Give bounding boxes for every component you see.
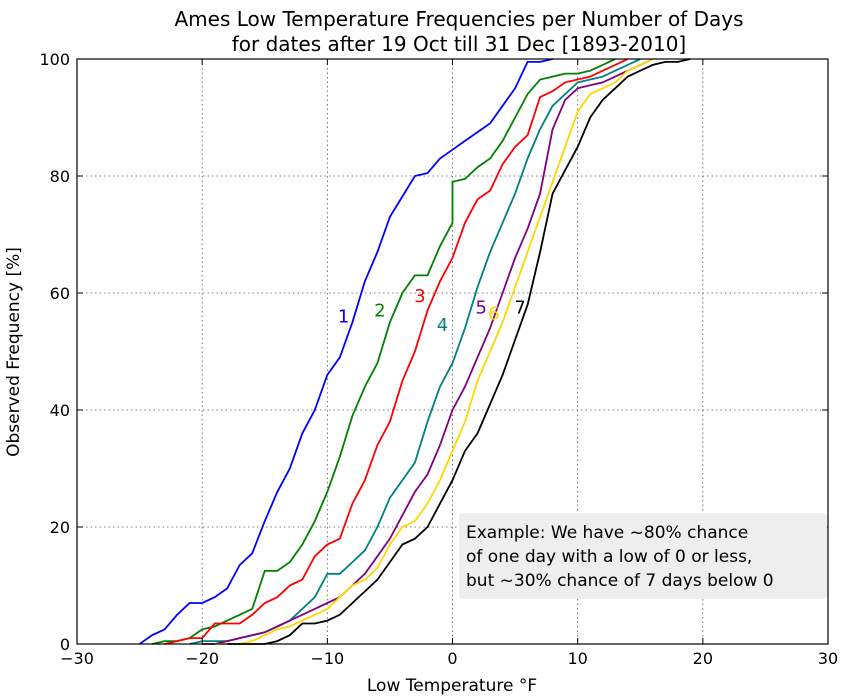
series-labels: 1 2 34 5 6 7 [338, 286, 526, 336]
series-line-5 [202, 58, 654, 645]
y-tick-label: 60 [50, 284, 70, 303]
series-label-3: 3 [414, 286, 425, 307]
chart-title-line1: Ames Low Temperature Frequencies per Num… [175, 7, 744, 31]
annotation-box: Example: We have ~80% chance of one day … [459, 513, 827, 599]
x-tick-label: 30 [818, 649, 838, 668]
y-tick-label: 0 [60, 635, 70, 654]
ticks [76, 58, 829, 645]
x-tick-label: −30 [60, 649, 94, 668]
x-tick-labels: −30 −20 −10 0 10 20 30 [60, 649, 838, 668]
series-line-7 [227, 58, 691, 645]
series-line-6 [214, 58, 654, 645]
series-line-3 [164, 58, 629, 645]
x-tick-label: −20 [185, 649, 219, 668]
series-label-6: 6 [488, 303, 499, 324]
x-tick-label: 20 [693, 649, 713, 668]
chart-title-line2: for dates after 19 Oct till 31 Dec [1893… [232, 32, 687, 56]
x-tick-label: −10 [310, 649, 344, 668]
annotation-background [459, 513, 827, 599]
series-line-2 [151, 58, 616, 645]
x-tick-label: 10 [567, 649, 587, 668]
y-tick-label: 80 [50, 167, 70, 186]
annotation-line-1: Example: We have ~80% chance [466, 523, 748, 543]
y-tick-label: 100 [39, 50, 70, 69]
y-axis-label: Observed Frequency [%] [4, 247, 24, 457]
series-line-1 [139, 58, 553, 645]
y-tick-label: 40 [50, 401, 70, 420]
y-tick-labels: 0 20 40 60 80 100 [39, 50, 70, 654]
series-group [139, 58, 691, 645]
x-tick-label: 0 [447, 649, 457, 668]
annotation-line-3: but ~30% chance of 7 days below 0 [466, 571, 774, 591]
series-label-7: 7 [514, 297, 525, 318]
y-tick-label: 20 [50, 518, 70, 537]
annotation-line-2: of one day with a low of 0 or less, [466, 547, 752, 567]
series-label-1: 1 [338, 306, 349, 327]
series-label-4: 4 [437, 315, 448, 336]
series-label-5: 5 [476, 297, 487, 318]
x-axis-label: Low Temperature °F [367, 676, 537, 696]
series-label-2: 2 [374, 300, 385, 321]
